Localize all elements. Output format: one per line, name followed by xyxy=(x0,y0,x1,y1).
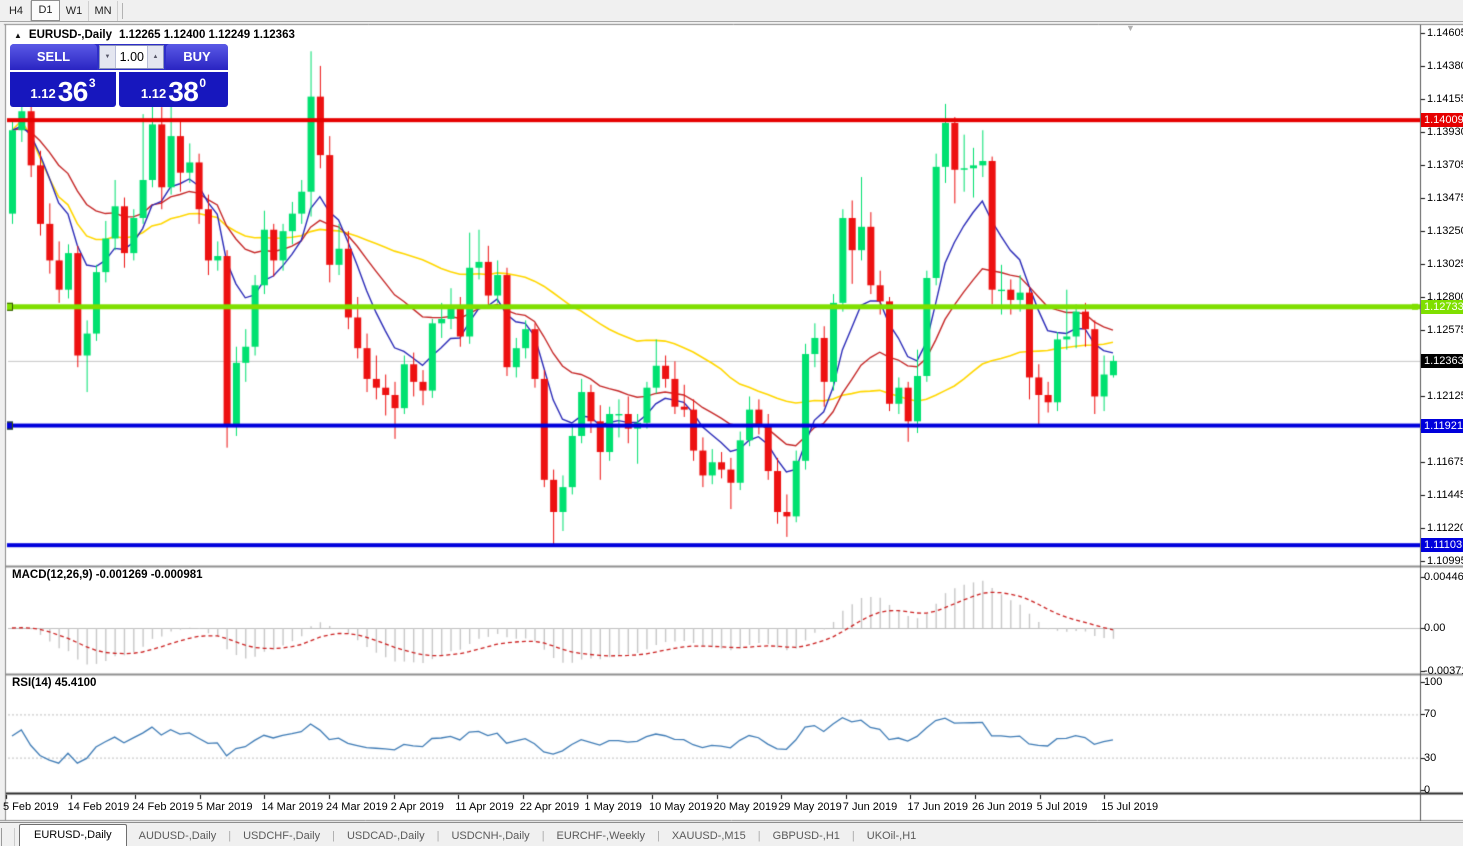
tab-separator: | xyxy=(228,830,232,842)
date-label: 14 Mar 2019 xyxy=(261,801,324,813)
panel-collapse-icon[interactable]: ▲ xyxy=(14,30,22,40)
chart-tab-bar: EURUSD-,Daily AUDUSD-,Daily | USDCHF-,Daily… xyxy=(0,822,1463,846)
chart-tab-usdchf-daily[interactable]: USDCHF-,Daily xyxy=(243,830,321,842)
chart-tab-gbpusd-h1[interactable]: GBPUSD-,H1 xyxy=(772,830,840,842)
price-tick-label: 1.13250 xyxy=(1427,225,1463,238)
tab-separator: | xyxy=(757,830,761,842)
tab-separator: | xyxy=(656,830,660,842)
date-label: 10 May 2019 xyxy=(649,801,713,813)
rsi-indicator-label: RSI(14) 45.4100 xyxy=(12,677,97,689)
date-label: 5 Jul 2019 xyxy=(1036,801,1088,813)
sell-price-pips: 36 xyxy=(57,76,89,107)
date-label: 17 Jun 2019 xyxy=(907,801,968,813)
chart-tab-xauusd-m15[interactable]: XAUUSD-,M15 xyxy=(671,830,746,842)
rsi-scale-label: 0 xyxy=(1424,784,1431,796)
buy-price-big-figure: 1.12 xyxy=(140,86,167,101)
tab-separator: | xyxy=(851,830,855,842)
one-click-trading-panel: SELL BUY ▼ ▲ 1.12 36 3 1.12 38 0 xyxy=(10,44,228,107)
date-label: 15 Jul 2019 xyxy=(1101,801,1159,813)
price-tick-label: 1.11220 xyxy=(1427,522,1463,535)
buy-price-display[interactable]: 1.12 38 0 xyxy=(119,72,228,107)
green-support-price-tag: 1.12733 xyxy=(1421,299,1463,314)
price-tick-label: 1.13025 xyxy=(1427,258,1463,271)
buy-button[interactable]: BUY xyxy=(166,44,228,70)
tab-separator: | xyxy=(436,830,440,842)
price-tick-label: 1.13475 xyxy=(1427,192,1463,205)
buy-underline xyxy=(166,70,228,72)
chart-tab-ukoil-h1[interactable]: UKOil-,H1 xyxy=(866,830,917,842)
volume-increase-button[interactable]: ▲ xyxy=(147,46,163,68)
chart-ohlc-values: 1.12265 1.12400 1.12249 1.12363 xyxy=(119,29,295,41)
scroll-to-end-icon[interactable]: ▼ xyxy=(1126,23,1135,33)
chart-tab-usdcad-daily[interactable]: USDCAD-,Daily xyxy=(346,830,425,842)
date-label: 5 Feb 2019 xyxy=(3,801,59,813)
rsi-scale-label: 100 xyxy=(1424,676,1443,688)
buy-price-pips: 38 xyxy=(168,76,199,107)
price-tick-label: 1.13930 xyxy=(1427,125,1463,138)
sell-price-point: 3 xyxy=(88,76,96,90)
volume-input[interactable] xyxy=(116,46,147,68)
sell-button[interactable]: SELL xyxy=(10,44,97,70)
resistance-price-tag: 1.14009 xyxy=(1421,113,1463,128)
tab-separator: | xyxy=(332,830,335,842)
rsi-scale-label: 30 xyxy=(1424,751,1437,764)
price-tick-label: 1.14155 xyxy=(1427,92,1463,105)
date-label: 22 Apr 2019 xyxy=(519,801,580,813)
timeframe-toolbar: H4 D1 W1 MN xyxy=(0,0,1463,22)
date-label: 24 Mar 2019 xyxy=(326,801,388,813)
date-label: 26 Jun 2019 xyxy=(972,801,1033,813)
chart-tab-usdcnh-daily[interactable]: USDCNH-,Daily xyxy=(451,830,530,842)
price-tick-label: 1.11445 xyxy=(1427,489,1463,502)
timeframe-mn-button[interactable]: MN xyxy=(89,0,118,21)
sell-underline xyxy=(10,70,97,72)
sell-price-display[interactable]: 1.12 36 3 xyxy=(10,72,116,107)
tab-separator: | xyxy=(541,830,545,842)
chart-symbol-label: EURUSD-,Daily xyxy=(28,29,112,41)
volume-decrease-button[interactable]: ▼ xyxy=(100,46,116,68)
macd-scale-label: 0.004465 xyxy=(1424,570,1463,583)
price-tick-label: 1.10995 xyxy=(1427,554,1463,567)
price-tick-label: 1.13705 xyxy=(1427,158,1463,171)
buy-price-point: 0 xyxy=(199,76,207,90)
toolbar-separator xyxy=(122,2,123,19)
price-tick-label: 1.12125 xyxy=(1427,389,1463,402)
price-tick-label: 1.14605 xyxy=(1427,27,1463,39)
date-label: 24 Feb 2019 xyxy=(132,801,194,813)
blue-support-price-tag: 1.11921 xyxy=(1421,418,1463,433)
date-label: 5 Mar 2019 xyxy=(196,801,253,813)
chart-tab-eurchf-weekly[interactable]: EURCHF-,Weekly xyxy=(556,830,645,842)
sell-price-big-figure: 1.12 xyxy=(30,86,56,101)
date-label: 2 Apr 2019 xyxy=(390,801,444,813)
date-label: 14 Feb 2019 xyxy=(67,801,130,813)
blue-support2-price-tag: 1.11103 xyxy=(1421,538,1463,553)
rsi-scale-label: 70 xyxy=(1424,708,1437,721)
macd-scale-label: 0.00 xyxy=(1424,622,1446,634)
price-tick-label: 1.14380 xyxy=(1427,59,1463,72)
timeframe-d1-button[interactable]: D1 xyxy=(31,0,60,21)
timeframe-w1-button[interactable]: W1 xyxy=(60,0,89,21)
chart-tab-audusd-daily[interactable]: AUDUSD-,Daily xyxy=(138,830,217,842)
timeframe-h4-button[interactable]: H4 xyxy=(2,0,31,21)
tab-scroll-gutter xyxy=(1,828,15,846)
macd-scale-label: -0.003715 xyxy=(1424,664,1463,677)
price-tick-label: 1.11675 xyxy=(1427,455,1463,468)
chart-tab-eurusd-daily[interactable]: EURUSD-,Daily xyxy=(19,824,127,846)
date-label: 20 May 2019 xyxy=(713,801,778,813)
date-label: 29 May 2019 xyxy=(778,801,842,813)
date-label: 11 Apr 2019 xyxy=(455,801,514,813)
chart-title: ▲ EURUSD-,Daily 1.12265 1.12400 1.12249 … xyxy=(14,29,295,41)
price-tick-label: 1.12575 xyxy=(1427,323,1463,336)
volume-stepper: ▼ ▲ xyxy=(99,45,164,69)
date-label: 7 Jun 2019 xyxy=(842,801,898,813)
date-label: 1 May 2019 xyxy=(584,801,642,813)
macd-indicator-label: MACD(12,26,9) -0.001269 -0.000981 xyxy=(12,569,203,581)
current-price-tag: 1.12363 xyxy=(1421,353,1463,368)
